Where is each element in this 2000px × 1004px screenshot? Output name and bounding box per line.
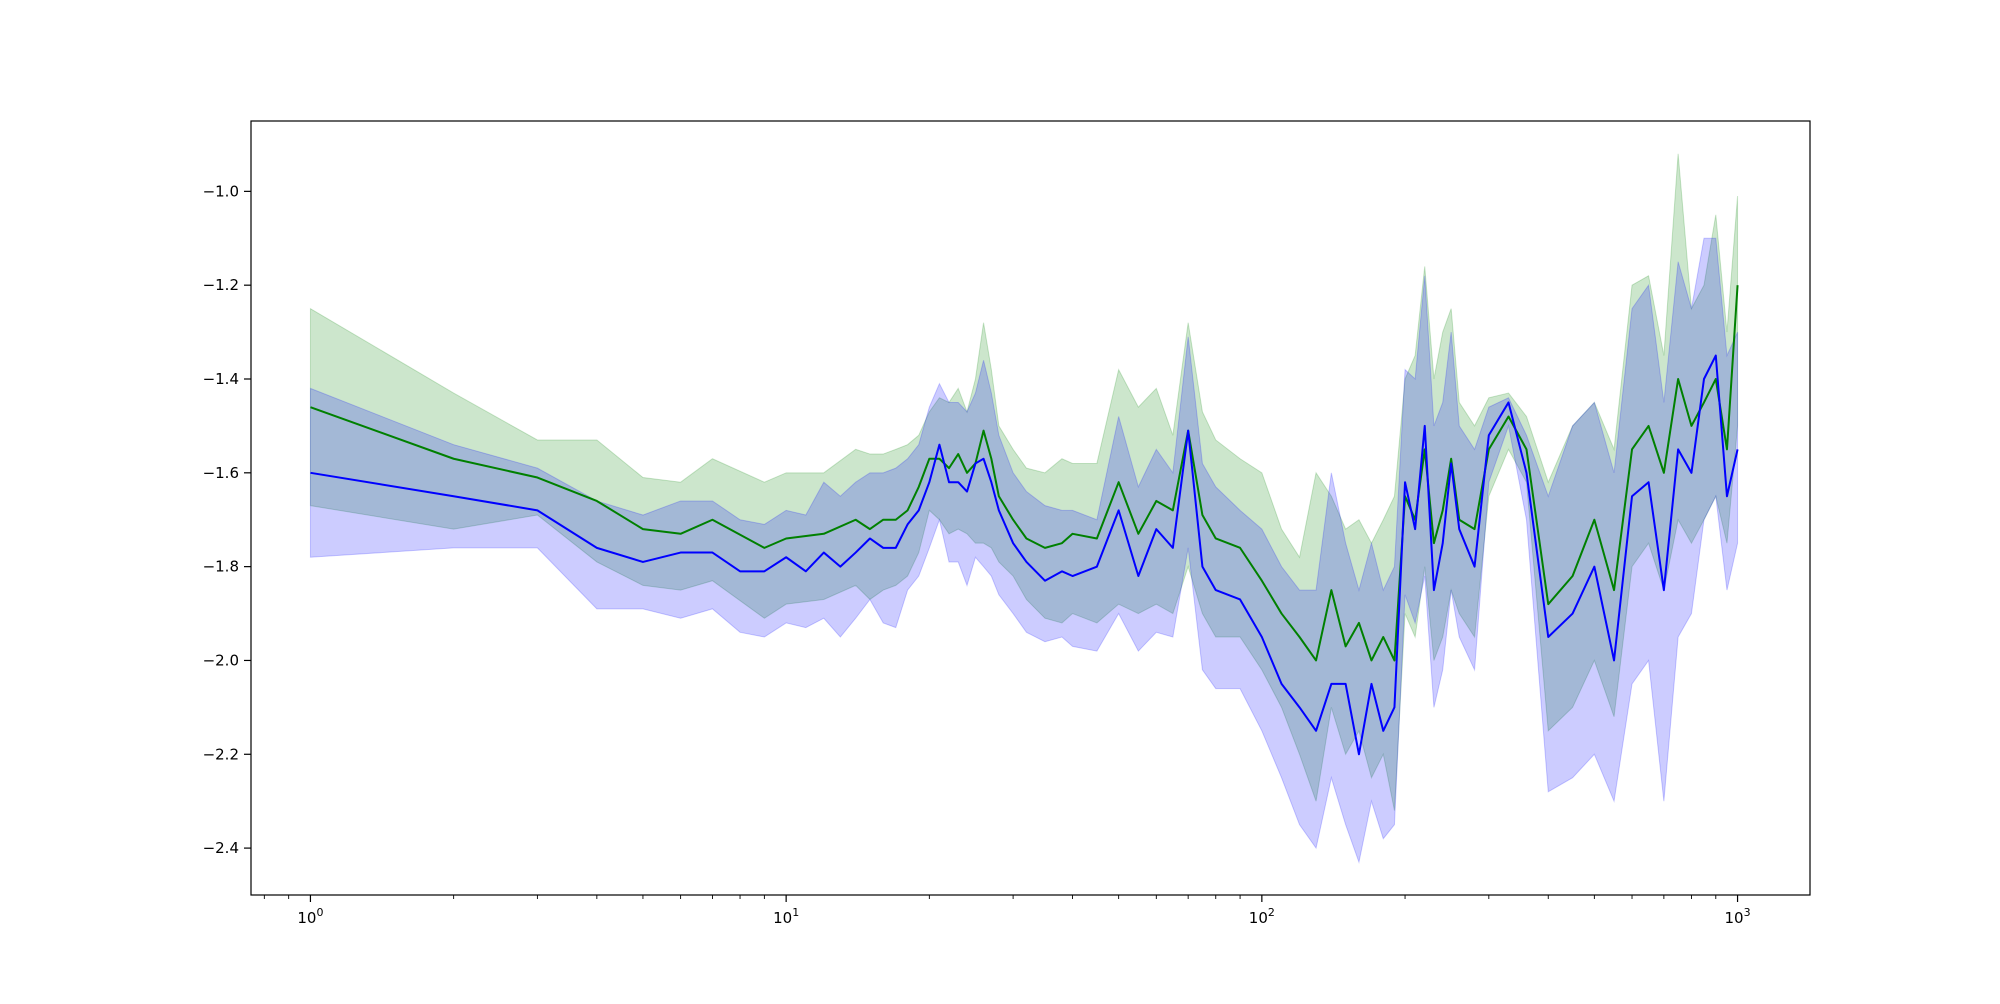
x-tick-label: 102 <box>1249 906 1275 927</box>
plot-area-frame <box>250 120 1811 896</box>
y-tick-label: −1.0 <box>203 182 239 200</box>
confidence-bands <box>309 153 1739 865</box>
x-tick-label: 103 <box>1725 906 1751 927</box>
x-tick-label: 100 <box>297 906 323 927</box>
x-axis: 100 101 102 103 <box>263 895 1751 927</box>
y-tick-label: −1.2 <box>203 276 239 294</box>
series-lines <box>310 285 1739 756</box>
series-0-line <box>310 285 1739 662</box>
series-1-band <box>309 237 1739 865</box>
y-tick-label: −1.6 <box>203 464 239 482</box>
y-tick-label: −2.2 <box>203 745 239 763</box>
y-tick-label: −2.4 <box>203 839 239 857</box>
y-tick-label: −1.4 <box>203 370 239 388</box>
y-tick-label: −2.0 <box>203 651 239 669</box>
series-1-line <box>310 354 1739 756</box>
x-tick-label: 101 <box>773 906 799 927</box>
y-tick-label: −1.8 <box>203 558 239 576</box>
y-axis: −1.0 −1.2 −1.4 −1.6 −1.8 −2.0 −2.2 −2.4 <box>203 182 251 857</box>
series-0-band <box>309 153 1739 811</box>
